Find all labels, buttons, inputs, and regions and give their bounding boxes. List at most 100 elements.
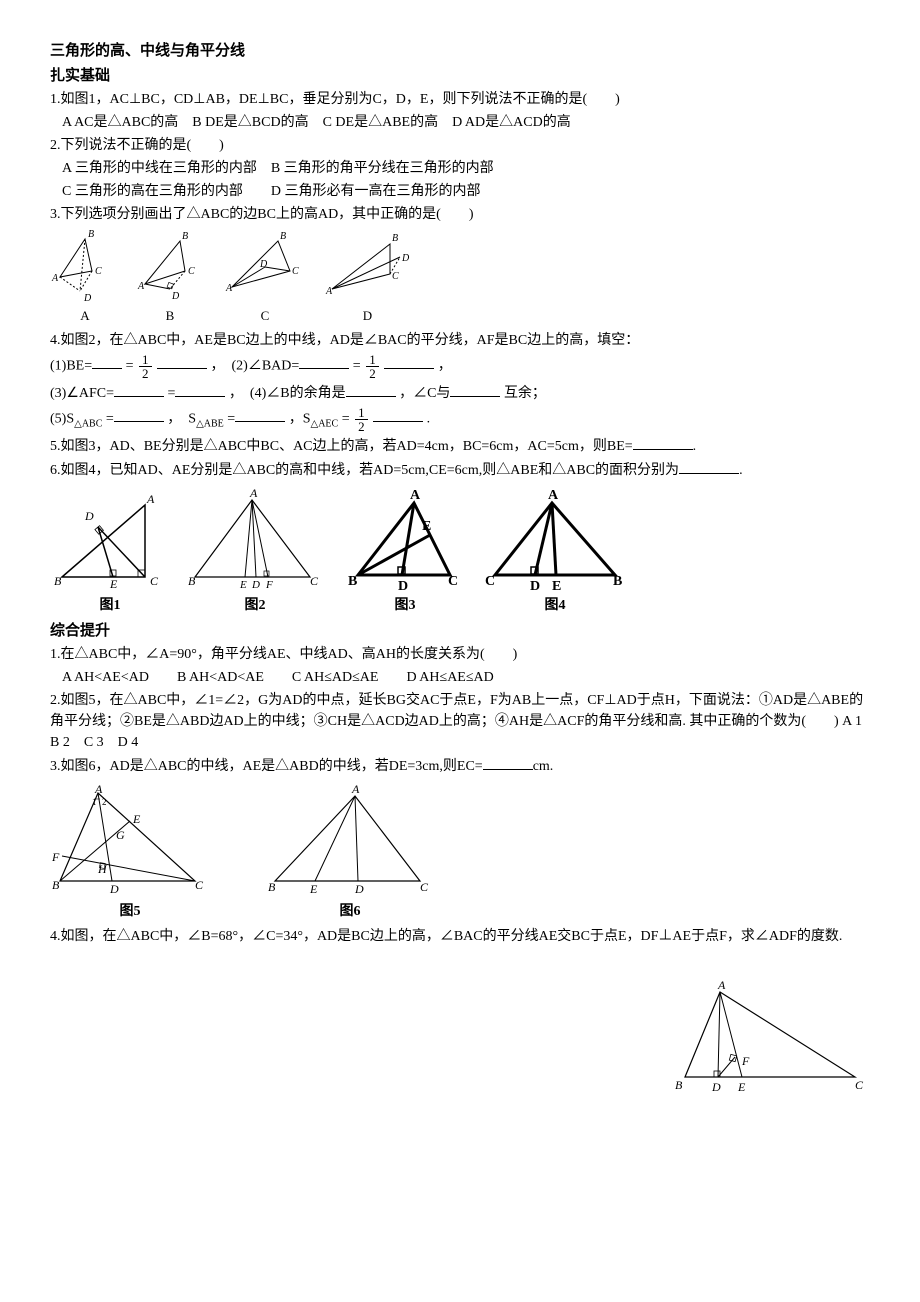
label-B: B [52, 878, 60, 892]
question-4: 4.如图2，在△ABC中，AE是BC边上的中线，AD是∠BAC的平分线，AF是B… [50, 330, 870, 351]
label-G: G [116, 828, 125, 842]
q6-end: . [739, 463, 743, 478]
blank [157, 354, 207, 369]
label-B: B [268, 880, 276, 894]
label-D: D [398, 579, 408, 594]
label-D: D [83, 293, 92, 304]
sub-aec: △AEC [311, 418, 339, 429]
label-B: B [280, 231, 286, 242]
blank [483, 755, 533, 770]
label-C: C [150, 574, 159, 588]
blank [92, 354, 122, 369]
q4-2-pre: ， (2)∠BAD= [211, 358, 300, 373]
q4-3-eq: = [168, 386, 176, 401]
label-A: A [146, 492, 155, 506]
q5-text: 5.如图3，AD、BE分别是△ABC中BC、AC边上的高，若AD=4cm，BC=… [50, 439, 633, 454]
question-1: 1.如图1，AC⊥BC，CD⊥AB，DE⊥BC，垂足分别为C，D，E，则下列说法… [50, 89, 870, 110]
page-title: 三角形的高、中线与角平分线 [50, 40, 870, 63]
question-3: 3.下列选项分别画出了△ABC的边BC上的高AD，其中正确的是( ) [50, 204, 870, 225]
fig4-caption: 图4 [480, 595, 630, 616]
question-3-figures: B A C D A B A C D B B A C D [50, 229, 870, 326]
label-A: A [249, 486, 258, 500]
blank [346, 382, 396, 397]
label-A: A [225, 283, 233, 294]
label-C: C [292, 266, 299, 277]
q3-fig-A: B A C D A [50, 229, 120, 326]
q6-text: 6.如图4，已知AD、AE分别是△ABC的高和中线，若AD=5cm,CE=6cm… [50, 463, 679, 478]
sub-abc: △ABC [74, 418, 102, 429]
blank [114, 407, 164, 422]
blank [450, 382, 500, 397]
fraction-half: 12 [366, 353, 379, 380]
q4-5-s3: ，S [289, 411, 311, 426]
q3-label-A: A [50, 306, 120, 326]
q4-3-pre: (3)∠AFC= [50, 386, 114, 401]
label-E: E [309, 882, 318, 896]
question-5: 5.如图3，AD、BE分别是△ABC中BC、AC边上的高，若AD=4cm，BC=… [50, 435, 870, 457]
label-A: A [137, 281, 145, 292]
blank [175, 382, 225, 397]
q4-1-pre: (1)BE= [50, 358, 92, 373]
figures-5-6: A B C D E F G H 1 2 图5 A B C E D [50, 781, 870, 922]
blank [114, 382, 164, 397]
blank [679, 459, 739, 474]
q3-label-B: B [130, 306, 210, 326]
label-D: D [251, 579, 260, 591]
blank [384, 354, 434, 369]
label-E: E [552, 579, 561, 594]
problem-3: 3.如图6，AD是△ABC的中线，AE是△ABD的中线，若DE=3cm,则EC=… [50, 755, 870, 777]
label-B: B [54, 574, 62, 588]
fig1-caption: 图1 [50, 595, 170, 616]
problem-1: 1.在△ABC中，∠A=90°，角平分线AE、中线AD、高AH的长度关系为( ) [50, 644, 870, 665]
figure-5: A B C D E F G H 1 2 图5 [50, 781, 210, 922]
label-B: B [182, 231, 188, 242]
q4-2-eq: = [353, 358, 361, 373]
label-A: A [325, 286, 333, 297]
q4-4-mid: ，∠C与 [399, 386, 450, 401]
q3-fig-D: B A C D D [320, 229, 415, 326]
question-2-opts-cd: C 三角形的高在三角形的内部 D 三角形必有一高在三角形的内部 [50, 181, 870, 202]
figure-1: A B C D E 图1 [50, 485, 170, 616]
fig5-caption: 图5 [50, 901, 210, 922]
q4-4-pre: ， (4)∠B的余角是 [229, 386, 346, 401]
question-2-opts-ab: A 三角形的中线在三角形的内部 B 三角形的角平分线在三角形的内部 [50, 158, 870, 179]
problem-4: 4.如图，在△ABC中，∠B=68°，∠C=34°，AD是BC边上的高，∠BAC… [50, 926, 870, 947]
fig6-caption: 图6 [260, 901, 440, 922]
p3-end: cm. [533, 759, 554, 774]
q4-5-eq3: = [342, 411, 350, 426]
q3-fig-B: B A C D B [130, 229, 210, 326]
label-E: E [109, 577, 118, 591]
q4-5-s2: ， S [167, 411, 196, 426]
question-4-line2: (3)∠AFC= = ， (4)∠B的余角是 ，∠C与 互余； [50, 382, 870, 404]
label-F: F [741, 1054, 750, 1068]
label-B: B [188, 574, 196, 588]
blank [373, 407, 423, 422]
label-A: A [51, 273, 59, 284]
q4-4-end: 互余； [504, 386, 546, 401]
fig2-caption: 图2 [180, 595, 330, 616]
label-B: B [675, 1078, 683, 1092]
q3-label-D: D [320, 306, 415, 326]
label-E: E [239, 579, 247, 591]
q4-5-eq2: = [227, 411, 235, 426]
figure-2: A B C E D F 图2 [180, 485, 330, 616]
problem-4-figure-wrap: A B C D E F [50, 977, 870, 1097]
question-1-options: A AC是△ABC的高 B DE是△BCD的高 C DE是△ABE的高 D AD… [50, 112, 870, 133]
label-F: F [51, 850, 60, 864]
question-4-line3: (5)S△ABC = ， S△ABE = ，S△AEC = 12 . [50, 406, 870, 433]
label-C: C [195, 878, 204, 892]
label-C: C [420, 880, 429, 894]
label-D: D [171, 291, 180, 302]
section-1-header: 扎实基础 [50, 65, 870, 88]
blank [299, 354, 349, 369]
question-6: 6.如图4，已知AD、AE分别是△ABC的高和中线，若AD=5cm,CE=6cm… [50, 459, 870, 481]
label-B: B [88, 229, 94, 240]
sub-abe: △ABE [196, 418, 224, 429]
label-D: D [401, 253, 410, 264]
label-C: C [188, 266, 195, 277]
label-D: D [84, 509, 94, 523]
problem-1-options: A AH<AE<AD B AH<AD<AE C AH≤AD≤AE D AH≤AE… [50, 667, 870, 688]
problem-4-figure: A B C D E F [670, 977, 870, 1097]
label-C: C [95, 266, 102, 277]
question-4-line1: (1)BE= = 12 ， (2)∠BAD= = 12 ， [50, 353, 870, 380]
